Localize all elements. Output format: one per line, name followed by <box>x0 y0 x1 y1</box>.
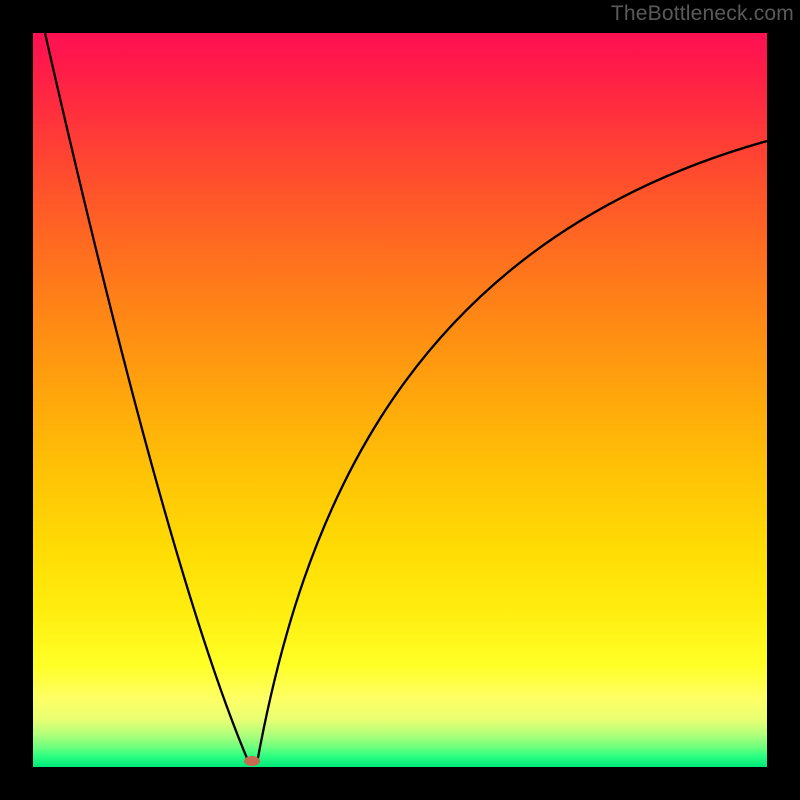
curve-left-branch <box>45 33 249 763</box>
watermark-text: TheBottleneck.com <box>611 2 794 26</box>
minimum-marker <box>244 756 260 766</box>
outer-frame: TheBottleneck.com <box>0 0 800 800</box>
plot-area <box>33 33 767 767</box>
bottleneck-curve <box>33 33 767 767</box>
curve-right-branch <box>257 141 767 763</box>
